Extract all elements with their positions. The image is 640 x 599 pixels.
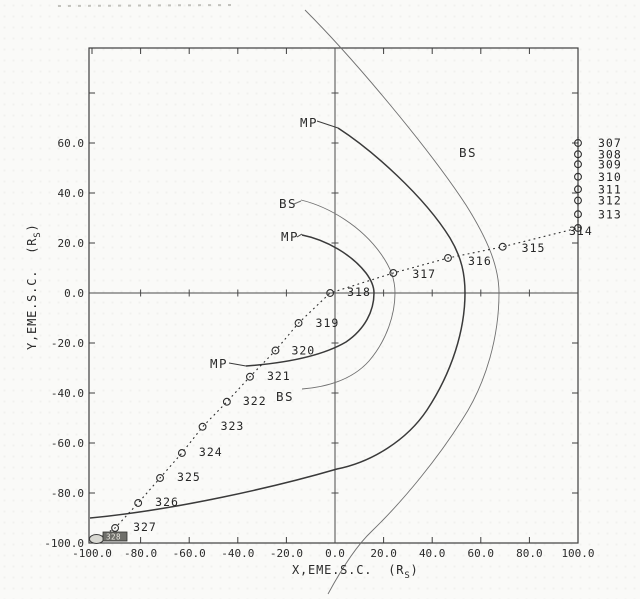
magnetopause-inner-curve	[245, 234, 375, 367]
trajectory-point-day-320	[271, 346, 280, 355]
x-tick-label: 60.0	[468, 547, 495, 560]
x-tick-label: 0.0	[325, 547, 345, 560]
day-label-319: 319	[316, 316, 340, 330]
corner-label: 328	[106, 533, 121, 542]
y-tick-label: 0.0	[64, 287, 84, 300]
day-label-325: 325	[177, 470, 201, 484]
trajectory-point-day-327	[111, 524, 120, 532]
y-tick-label: 20.0	[58, 237, 85, 250]
magnetopause-inner-label: MP	[210, 356, 228, 371]
y-tick-label: -80.0	[51, 487, 84, 500]
trajectory-point-day-321	[246, 372, 254, 381]
y-tick-label: -60.0	[51, 437, 84, 450]
x-tick-label: -40.0	[221, 547, 254, 560]
magnetopause-outer-label-leader	[316, 120, 339, 129]
trajectory-point-day-319	[294, 319, 303, 327]
y-tick-label: -20.0	[51, 337, 84, 350]
day-label-310: 310	[598, 170, 622, 184]
x-axis-unit-sub: S	[404, 571, 410, 581]
day-label-311: 311	[598, 182, 622, 196]
trajectory-point-day-307	[574, 139, 582, 147]
day-label-324: 324	[199, 445, 223, 459]
trajectory-point-day-316	[444, 254, 452, 262]
y-tick-label: 40.0	[58, 187, 85, 200]
magnetopause-outer-label: MP	[300, 115, 318, 130]
magnetopause-inner-label: MP	[281, 229, 299, 244]
trajectory-point-day-326	[134, 499, 143, 507]
x-axis-unit-close: )	[411, 563, 419, 577]
x-tick-label: -20.0	[270, 547, 303, 560]
y-tick-label: 60.0	[58, 137, 85, 150]
trajectory-point-day-313	[574, 210, 582, 219]
day-label-307: 307	[598, 136, 622, 150]
x-tick-label: 100.0	[561, 547, 594, 560]
x-axis-label-text: X,EME.S.C.	[292, 563, 372, 577]
day-label-314: 314	[569, 224, 593, 238]
magnetopause-outer-curve	[89, 127, 466, 519]
magnetopause-inner-label-leader	[228, 362, 247, 367]
x-tick-label: 20.0	[370, 547, 397, 560]
y-tick-label: -100.0	[44, 537, 84, 550]
corner-label-box	[102, 531, 128, 542]
x-tick-label: 80.0	[516, 547, 543, 560]
magnetopause-inner-label-leader	[296, 233, 303, 238]
plot-frame	[88, 47, 579, 544]
day-label-321: 321	[267, 369, 291, 383]
x-axis-unit-open: (R	[388, 563, 404, 577]
trajectory-point-day-317	[389, 269, 398, 277]
bow-shock-inner-label: BS	[279, 196, 297, 211]
x-tick-label: 40.0	[419, 547, 446, 560]
scan-artifact	[57, 4, 233, 7]
x-tick-label: -80.0	[124, 547, 157, 560]
day-label-322: 322	[243, 394, 267, 408]
trajectory-point-day-322	[222, 397, 231, 406]
y-axis-unit-sub: S	[33, 231, 43, 237]
y-axis-title: Y,EME.S.C. (RS)	[25, 223, 43, 350]
bow-shock-outer-label: BS	[459, 145, 477, 160]
day-label-326: 326	[155, 495, 179, 509]
day-label-317: 317	[412, 267, 436, 281]
day-label-309: 309	[598, 157, 622, 171]
trajectory-point-day-312	[574, 196, 582, 205]
bow-shock-outer-curve	[304, 9, 500, 595]
day-label-315: 315	[522, 241, 546, 255]
trajectory-point-day-309	[574, 160, 582, 169]
day-label-312: 312	[598, 194, 622, 208]
trajectory-path	[96, 136, 579, 540]
trajectory-point-day-323	[198, 422, 207, 431]
trajectory-point-day-315	[498, 242, 507, 251]
day-label-313: 313	[598, 207, 622, 221]
x-axis-title: X,EME.S.C. (RS)	[292, 563, 419, 581]
x-tick-label: -100.0	[72, 547, 112, 560]
x-tick-label: -60.0	[173, 547, 206, 560]
day-label-308: 308	[598, 147, 622, 161]
day-label-327: 327	[133, 520, 157, 534]
bow-shock-inner-label-leader	[293, 200, 302, 205]
day-label-320: 320	[291, 344, 315, 358]
y-axis-label-text: Y,EME.S.C.	[25, 270, 39, 350]
trajectory-point-day-325	[156, 474, 164, 482]
bow-shock-inner-label: BS	[276, 389, 294, 404]
day-label-316: 316	[468, 254, 492, 268]
bow-shock-inner-curve	[300, 199, 396, 390]
trajectory-point-day-310	[574, 172, 582, 181]
day-label-323: 323	[221, 419, 245, 433]
trajectory-point-day-311	[574, 185, 582, 194]
corner-end-marker	[89, 534, 104, 544]
trajectory-point-day-318	[326, 289, 335, 297]
y-tick-label: -40.0	[51, 387, 84, 400]
trajectory-point-day-314	[574, 224, 582, 232]
y-axis-unit-open: (R	[25, 238, 39, 254]
y-axis-unit-close: )	[25, 223, 39, 231]
trajectory-point-day-324	[177, 449, 186, 457]
trajectory-point-day-308	[574, 150, 582, 159]
day-label-318: 318	[347, 285, 371, 299]
